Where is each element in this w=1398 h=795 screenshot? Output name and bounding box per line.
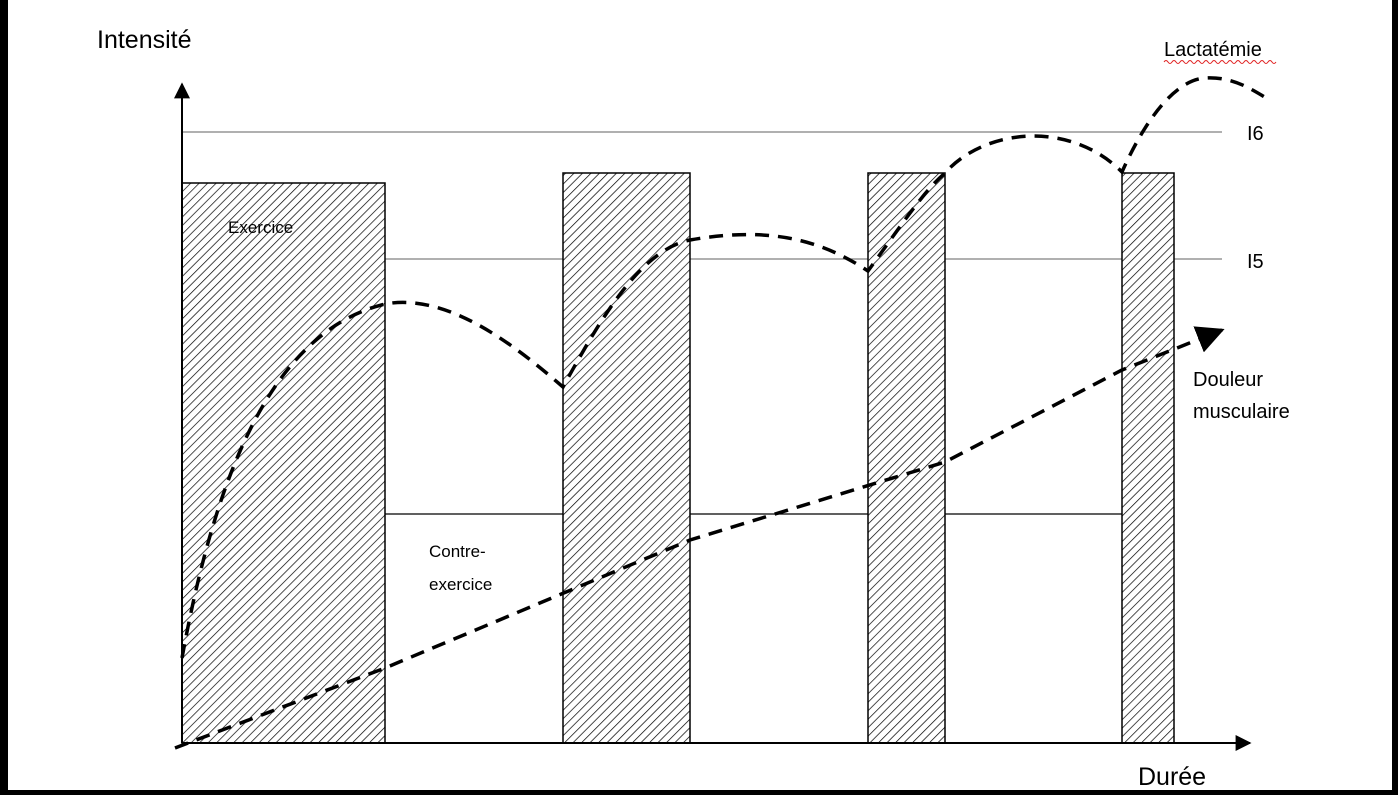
- x-axis-label: Durée: [1138, 763, 1206, 790]
- spellcheck-underline: [1163, 60, 1277, 64]
- muscle-pain-curve: [174, 326, 1225, 750]
- reference-label-i6: I6: [1247, 123, 1264, 145]
- exercise-label-backdrop: [224, 215, 314, 241]
- exercise-bar-4: [1121, 172, 1175, 744]
- lactate-label: Lactatémie: [1164, 39, 1262, 61]
- lactate-curve: [180, 76, 1271, 659]
- y-axis-label: Intensité: [97, 26, 192, 54]
- exercise-bar-1: [181, 182, 386, 744]
- reference-label-i5: I5: [1247, 251, 1264, 273]
- exercise-label: Exercice: [228, 218, 293, 237]
- recovery-label-line1: Contre-: [429, 542, 486, 561]
- pain-label-line1: Douleur: [1193, 369, 1263, 391]
- recovery-label-line2: exercice: [429, 575, 492, 594]
- exercise-bar-3: [867, 172, 946, 744]
- exercise-bar-2: [562, 172, 691, 744]
- pain-label-line2: musculaire: [1193, 401, 1290, 423]
